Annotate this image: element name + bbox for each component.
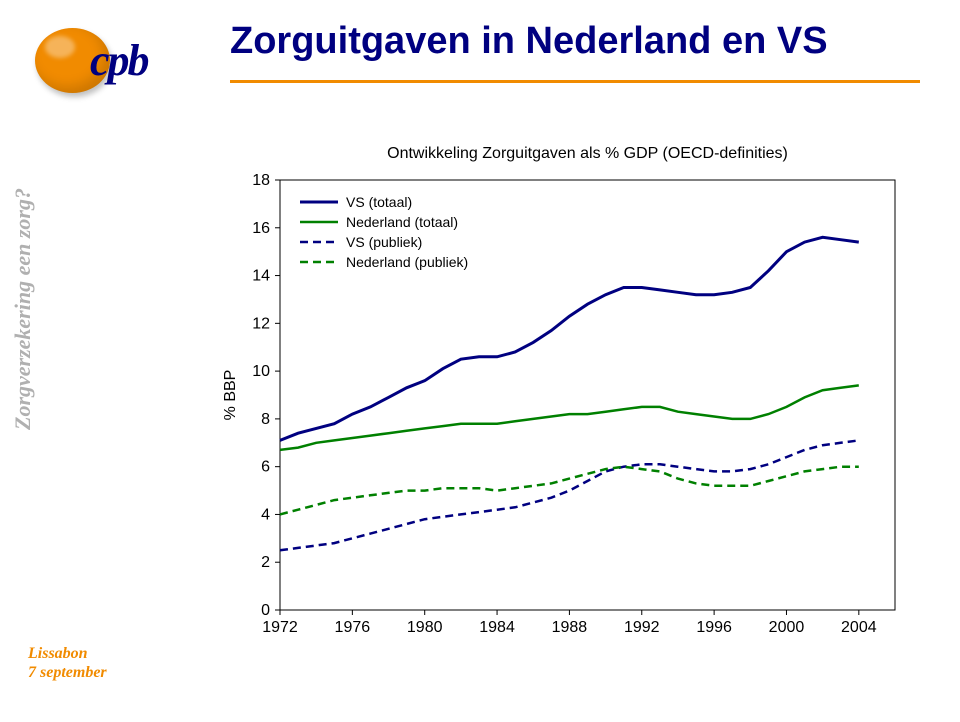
slide: cpb Zorguitgaven in Nederland en VS Zorg… bbox=[0, 0, 960, 722]
logo-text: cpb bbox=[90, 35, 148, 86]
svg-text:1972: 1972 bbox=[262, 619, 298, 636]
svg-text:1980: 1980 bbox=[407, 619, 443, 636]
svg-text:1992: 1992 bbox=[624, 619, 660, 636]
svg-text:8: 8 bbox=[261, 411, 270, 428]
svg-text:12: 12 bbox=[252, 315, 270, 332]
chart-title: Ontwikkeling Zorguitgaven als % GDP (OEC… bbox=[387, 145, 788, 162]
svg-text:10: 10 bbox=[252, 363, 270, 380]
line-chart-svg: Ontwikkeling Zorguitgaven als % GDP (OEC… bbox=[210, 140, 920, 660]
footer-line-1: Lissabon bbox=[28, 644, 107, 663]
sidebar-footer: Lissabon 7 september bbox=[28, 644, 107, 682]
logo: cpb bbox=[35, 20, 195, 100]
svg-text:16: 16 bbox=[252, 220, 270, 237]
sidebar-rotated-text: Zorgverzekering een zorg? bbox=[10, 188, 36, 430]
svg-text:1984: 1984 bbox=[479, 619, 515, 636]
svg-text:1988: 1988 bbox=[552, 619, 588, 636]
svg-text:2004: 2004 bbox=[841, 619, 877, 636]
svg-text:2000: 2000 bbox=[769, 619, 805, 636]
legend-label: VS (publiek) bbox=[346, 234, 422, 250]
legend-label: Nederland (totaal) bbox=[346, 214, 458, 230]
legend-label: Nederland (publiek) bbox=[346, 254, 468, 270]
svg-text:0: 0 bbox=[261, 602, 270, 619]
svg-text:2: 2 bbox=[261, 554, 270, 571]
chart-container: Ontwikkeling Zorguitgaven als % GDP (OEC… bbox=[210, 140, 920, 660]
svg-text:6: 6 bbox=[261, 459, 270, 476]
svg-text:14: 14 bbox=[252, 268, 270, 285]
footer-line-2: 7 september bbox=[28, 663, 107, 682]
y-axis-label: % BBP bbox=[222, 370, 239, 421]
sidebar: Zorgverzekering een zorg? Lissabon 7 sep… bbox=[0, 100, 180, 722]
svg-text:4: 4 bbox=[261, 506, 270, 523]
title-underline bbox=[230, 80, 920, 83]
page-title: Zorguitgaven in Nederland en VS bbox=[230, 20, 828, 63]
svg-text:1996: 1996 bbox=[696, 619, 732, 636]
svg-text:1976: 1976 bbox=[335, 619, 371, 636]
legend-label: VS (totaal) bbox=[346, 194, 412, 210]
svg-text:18: 18 bbox=[252, 172, 270, 189]
